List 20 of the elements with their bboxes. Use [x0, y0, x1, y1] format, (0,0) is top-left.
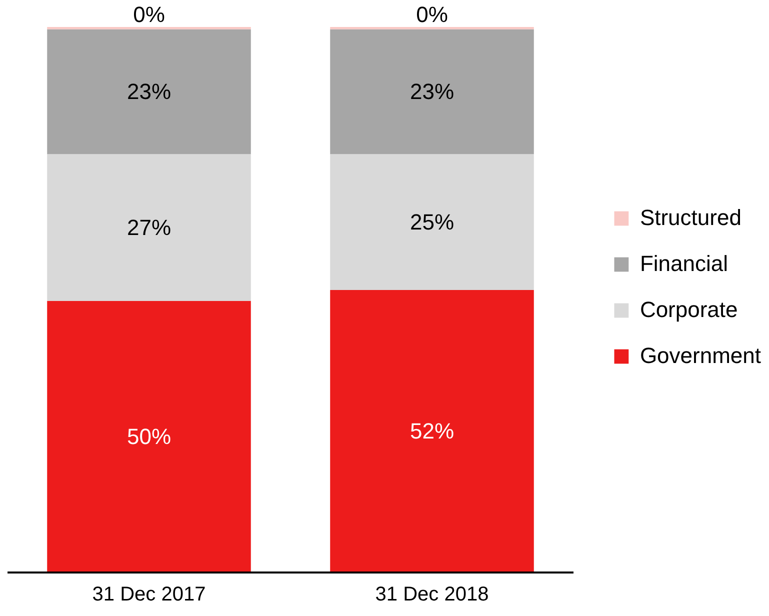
data-label: 27%	[126, 215, 172, 240]
data-label: 50%	[126, 424, 172, 450]
data-label: 23%	[410, 79, 454, 104]
data-label: 23%	[126, 79, 172, 104]
legend-label: Financial	[640, 251, 728, 277]
data-label: 25%	[410, 210, 454, 235]
data-label: 0%	[133, 2, 165, 28]
bar	[47, 154, 251, 301]
bar	[330, 290, 534, 572]
bar	[330, 154, 534, 290]
legend-label: Structured	[640, 205, 742, 231]
x-tick-label: 31 Dec 2017	[92, 584, 206, 606]
x-tick-label: 31 Dec 2018	[375, 584, 489, 606]
legend-label: Corporate	[640, 297, 738, 323]
bar	[47, 29, 251, 154]
data-label: 52%	[410, 418, 454, 444]
legend-label: Government	[640, 343, 761, 369]
data-label: 0%	[416, 2, 448, 28]
bar	[47, 300, 251, 572]
bar	[330, 29, 534, 154]
